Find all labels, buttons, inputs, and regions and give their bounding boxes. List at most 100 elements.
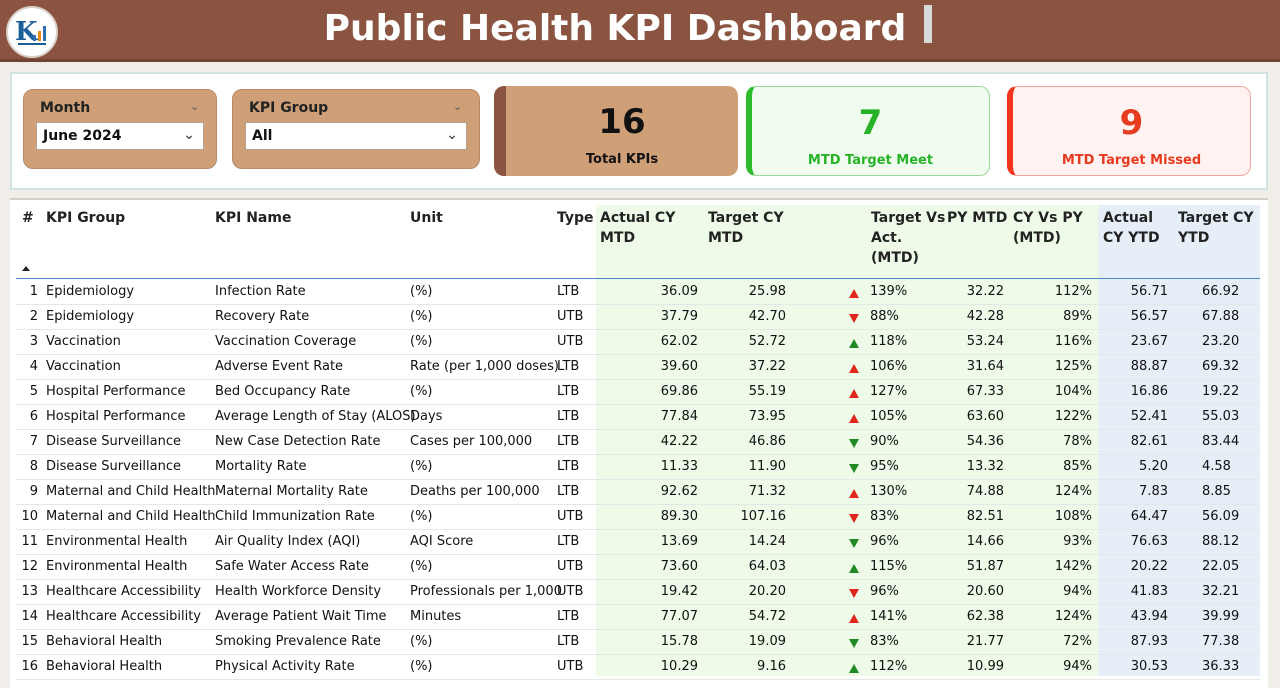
kpi-name-cell: Maternal Mortality Rate [215, 484, 368, 499]
table-row[interactable]: 16 Behavioral Health Physical Activity R… [16, 655, 1260, 680]
actual-cy-mtd-cell: 39.60 [660, 359, 698, 374]
cy-vs-py-cell: 94% [1063, 584, 1092, 599]
actual-cy-ytd-cell: 41.83 [1130, 584, 1168, 599]
actual-cy-mtd-cell: 77.07 [660, 609, 698, 624]
target-cy-mtd-cell: 107.16 [740, 509, 787, 524]
table-row[interactable]: 5 Hospital Performance Bed Occupancy Rat… [16, 380, 1260, 405]
month-slicer[interactable]: Month ⌄ June 2024 ⌄ [23, 89, 217, 169]
col-header-actual-cy-ytd[interactable]: Actual CY YTD [1103, 208, 1160, 248]
kpi-name-cell: Safe Water Access Rate [215, 559, 369, 574]
target-vs-act-cell: 139% [870, 284, 908, 299]
col-header-target-cy-ytd[interactable]: Target CY YTD [1178, 208, 1254, 248]
actual-cy-mtd-cell: 19.42 [660, 584, 698, 599]
target-meet-card: 7 MTD Target Meet [746, 86, 990, 176]
type-cell: LTB [557, 384, 580, 399]
row-number: 12 [21, 559, 38, 574]
col-header-unit[interactable]: Unit [410, 210, 443, 226]
cy-vs-py-cell: 72% [1063, 634, 1092, 649]
target-cy-ytd-cell: 66.92 [1202, 284, 1240, 299]
type-cell: UTB [557, 559, 584, 574]
col-header-type[interactable]: Type [557, 210, 594, 226]
actual-cy-ytd-cell: 30.53 [1130, 659, 1168, 674]
unit-cell: (%) [410, 284, 433, 299]
header-line: Target CY [1178, 210, 1254, 226]
target-vs-act-cell: 83% [870, 634, 899, 649]
type-cell: LTB [557, 484, 580, 499]
col-header-cy-vs-py[interactable]: CY Vs PY (MTD) [1013, 208, 1083, 248]
sort-ascending-icon[interactable] [22, 266, 30, 271]
unit-cell: (%) [410, 509, 433, 524]
row-number: 6 [29, 409, 38, 424]
col-header-number[interactable]: # [22, 210, 34, 226]
target-cy-ytd-cell: 4.58 [1202, 459, 1231, 474]
kpi-name-cell: Average Patient Wait Time [215, 609, 387, 624]
table-row[interactable]: 2 Epidemiology Recovery Rate (%) UTB 37.… [16, 305, 1260, 330]
table-row[interactable]: 12 Environmental Health Safe Water Acces… [16, 555, 1260, 580]
kpi-group-cell: Disease Surveillance [46, 459, 181, 474]
row-number: 13 [21, 584, 38, 599]
table-row[interactable]: 6 Hospital Performance Average Length of… [16, 405, 1260, 430]
trend-down-icon [849, 464, 859, 473]
mtd-column-band [596, 205, 1098, 676]
target-cy-mtd-cell: 11.90 [748, 459, 786, 474]
kpi-group-cell: Epidemiology [46, 309, 135, 324]
target-vs-act-cell: 88% [870, 309, 899, 324]
py-mtd-cell: 51.87 [966, 559, 1004, 574]
header-line: CY Vs PY [1013, 210, 1083, 226]
col-header-target-vs-act[interactable]: Target Vs Act. (MTD) [871, 208, 945, 268]
unit-cell: Professionals per 1,000 [410, 584, 562, 599]
kpi-group-cell: Environmental Health [46, 534, 188, 549]
col-header-kpi-name[interactable]: KPI Name [215, 210, 292, 226]
target-cy-ytd-cell: 23.20 [1202, 334, 1240, 349]
col-header-actual-cy-mtd[interactable]: Actual CY MTD [600, 208, 675, 248]
target-cy-mtd-cell: 42.70 [748, 309, 786, 324]
table-row[interactable]: 3 Vaccination Vaccination Coverage (%) U… [16, 330, 1260, 355]
table-row[interactable]: 15 Behavioral Health Smoking Prevalence … [16, 630, 1260, 655]
cy-vs-py-cell: 93% [1063, 534, 1092, 549]
total-kpis-value: 16 [598, 102, 646, 142]
table-row[interactable]: 11 Environmental Health Air Quality Inde… [16, 530, 1260, 555]
col-header-kpi-group[interactable]: KPI Group [46, 210, 126, 226]
kpi-group-slicer[interactable]: KPI Group ⌄ All ⌄ [232, 89, 480, 169]
table-row[interactable]: 13 Healthcare Accessibility Health Workf… [16, 580, 1260, 605]
actual-cy-ytd-cell: 56.71 [1130, 284, 1168, 299]
table-row[interactable]: 1 Epidemiology Infection Rate (%) LTB 36… [16, 280, 1260, 305]
target-cy-ytd-cell: 36.33 [1202, 659, 1240, 674]
unit-cell: Cases per 100,000 [410, 434, 533, 449]
py-mtd-cell: 67.33 [966, 384, 1004, 399]
type-cell: UTB [557, 509, 584, 524]
table-row[interactable]: 14 Healthcare Accessibility Average Pati… [16, 605, 1260, 630]
actual-cy-mtd-cell: 73.60 [660, 559, 698, 574]
table-row[interactable]: 10 Maternal and Child Health Child Immun… [16, 505, 1260, 530]
target-cy-mtd-cell: 19.09 [748, 634, 786, 649]
trend-up-icon [849, 389, 859, 398]
col-header-target-cy-mtd[interactable]: Target CY MTD [708, 208, 784, 248]
table-row[interactable]: 8 Disease Surveillance Mortality Rate (%… [16, 455, 1260, 480]
col-header-py-mtd[interactable]: PY MTD [947, 210, 1008, 226]
header-line: Act. [871, 230, 903, 246]
target-meet-label: MTD Target Meet [807, 153, 934, 168]
target-vs-act-cell: 130% [870, 484, 908, 499]
actual-cy-ytd-cell: 88.87 [1130, 359, 1168, 374]
unit-cell: (%) [410, 559, 433, 574]
dropdown-arrow-icon[interactable]: ⌄ [446, 127, 458, 143]
unit-cell: Minutes [410, 609, 462, 624]
dropdown-arrow-icon[interactable]: ⌄ [183, 127, 195, 143]
trend-down-icon [849, 639, 859, 648]
table-row[interactable]: 9 Maternal and Child Health Maternal Mor… [16, 480, 1260, 505]
month-slicer-label: Month [40, 100, 91, 116]
type-cell: LTB [557, 634, 580, 649]
chevron-down-icon[interactable]: ⌄ [190, 100, 200, 113]
kpi-name-cell: Recovery Rate [215, 309, 310, 324]
table-row[interactable]: 7 Disease Surveillance New Case Detectio… [16, 430, 1260, 455]
trend-up-icon [849, 664, 859, 673]
month-dropdown[interactable]: June 2024 ⌄ [36, 122, 204, 150]
kpi-group-dropdown[interactable]: All ⌄ [245, 122, 467, 150]
chevron-down-icon[interactable]: ⌄ [453, 100, 463, 113]
table-row[interactable]: 4 Vaccination Adverse Event Rate Rate (p… [16, 355, 1260, 380]
target-cy-mtd-cell: 73.95 [748, 409, 786, 424]
target-cy-mtd-cell: 9.16 [757, 659, 786, 674]
kpi-name-cell: Health Workforce Density [215, 584, 382, 599]
row-number: 3 [29, 334, 38, 349]
cy-vs-py-cell: 125% [1054, 359, 1092, 374]
